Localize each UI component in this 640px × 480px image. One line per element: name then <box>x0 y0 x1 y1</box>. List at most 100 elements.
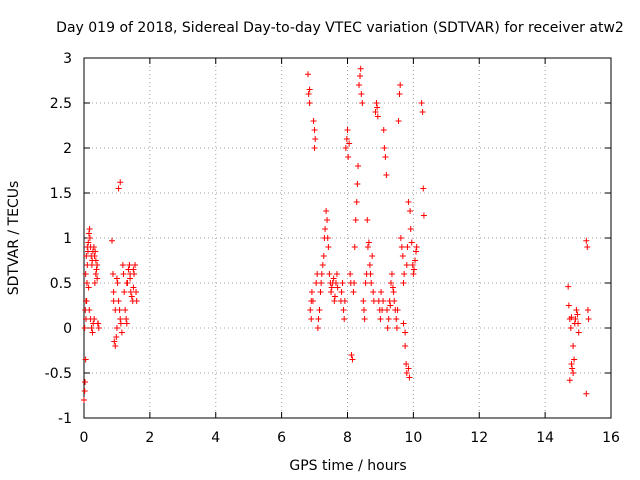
data-point <box>324 235 331 241</box>
data-point <box>319 262 326 268</box>
data-point <box>331 298 338 304</box>
y-tick-label: 3 <box>63 51 72 67</box>
data-point <box>328 289 335 295</box>
data-point <box>357 65 364 72</box>
data-point <box>418 100 425 106</box>
data-point <box>420 212 427 219</box>
data-point <box>568 314 575 321</box>
data-point <box>408 239 415 246</box>
data-point <box>318 271 325 277</box>
data-point <box>128 293 135 300</box>
data-point <box>323 208 330 214</box>
data-point <box>384 325 391 331</box>
data-point <box>585 316 592 322</box>
data-point <box>399 253 406 259</box>
data-point <box>360 307 367 313</box>
data-point <box>583 237 590 244</box>
data-point <box>411 266 418 273</box>
data-point <box>395 118 402 124</box>
data-point <box>122 307 129 313</box>
data-point <box>353 199 360 205</box>
data-point <box>320 253 327 259</box>
data-point <box>310 118 317 124</box>
data-point <box>127 289 134 295</box>
data-point <box>398 244 405 250</box>
data-point <box>111 338 118 345</box>
data-point <box>91 253 98 259</box>
data-point <box>121 289 128 295</box>
data-point <box>397 235 404 241</box>
data-point <box>575 329 582 336</box>
data-point <box>390 289 397 295</box>
data-point <box>86 235 93 241</box>
data-point <box>381 145 388 151</box>
y-axis-label: SDTVAR / TECUs <box>6 181 22 296</box>
data-point <box>113 325 120 331</box>
data-point <box>384 307 391 313</box>
data-point <box>82 356 89 363</box>
data-point <box>397 82 404 88</box>
data-point <box>118 329 125 336</box>
data-point <box>133 289 140 295</box>
data-point <box>570 370 577 376</box>
data-point <box>81 388 88 394</box>
data-point <box>364 244 371 250</box>
data-point <box>364 217 371 223</box>
data-point <box>338 289 345 295</box>
data-point <box>584 244 591 250</box>
data-point <box>331 293 338 300</box>
data-point <box>333 271 340 277</box>
data-point <box>400 320 407 327</box>
data-point <box>402 343 409 349</box>
data-point <box>380 127 387 133</box>
data-point <box>403 361 410 367</box>
data-point <box>388 271 395 277</box>
data-point <box>419 109 426 115</box>
data-point <box>304 71 311 78</box>
x-tick-label: 0 <box>80 430 89 446</box>
data-point <box>92 257 99 264</box>
data-point <box>356 82 363 88</box>
data-point <box>95 325 102 331</box>
data-point <box>113 275 120 282</box>
data-point <box>126 262 133 268</box>
data-point <box>383 172 390 178</box>
data-point <box>123 316 130 322</box>
y-tick-label: 2.5 <box>50 96 72 112</box>
data-point <box>123 280 130 286</box>
data-point <box>81 397 87 403</box>
x-tick-label: 12 <box>470 430 488 446</box>
data-point <box>373 100 380 106</box>
data-point <box>410 271 417 277</box>
data-point <box>355 163 362 169</box>
data-point <box>312 136 319 142</box>
data-point <box>117 179 124 186</box>
data-point <box>343 136 350 142</box>
data-point <box>305 91 312 97</box>
data-point <box>568 361 575 367</box>
data-point <box>341 316 348 322</box>
data-point <box>316 307 323 313</box>
data-point <box>83 253 90 259</box>
data-point <box>407 226 414 232</box>
data-point <box>114 280 121 286</box>
data-point <box>85 239 92 246</box>
data-point <box>406 374 413 381</box>
data-point <box>324 217 331 223</box>
data-point <box>322 226 329 232</box>
data-point <box>380 298 387 304</box>
data-point <box>403 370 410 376</box>
data-point <box>89 329 96 336</box>
data-point <box>349 356 356 363</box>
data-point <box>374 113 381 120</box>
data-point <box>574 311 581 318</box>
data-points <box>81 65 592 403</box>
data-point <box>334 284 341 291</box>
data-point <box>401 271 408 277</box>
data-point <box>314 325 321 331</box>
data-point <box>88 325 95 331</box>
x-tick-label: 14 <box>536 430 554 446</box>
data-point <box>112 343 119 349</box>
data-point <box>117 316 124 322</box>
data-point <box>332 280 339 286</box>
